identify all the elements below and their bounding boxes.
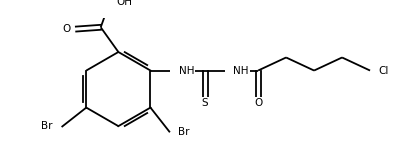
Text: S: S [202, 98, 208, 108]
Text: Br: Br [178, 127, 189, 137]
Text: NH: NH [179, 65, 194, 76]
Text: O: O [63, 24, 71, 34]
Text: O: O [254, 98, 262, 108]
Text: Br: Br [41, 121, 53, 131]
Text: OH: OH [117, 0, 133, 7]
Text: Cl: Cl [378, 65, 388, 76]
Text: NH: NH [233, 65, 249, 76]
